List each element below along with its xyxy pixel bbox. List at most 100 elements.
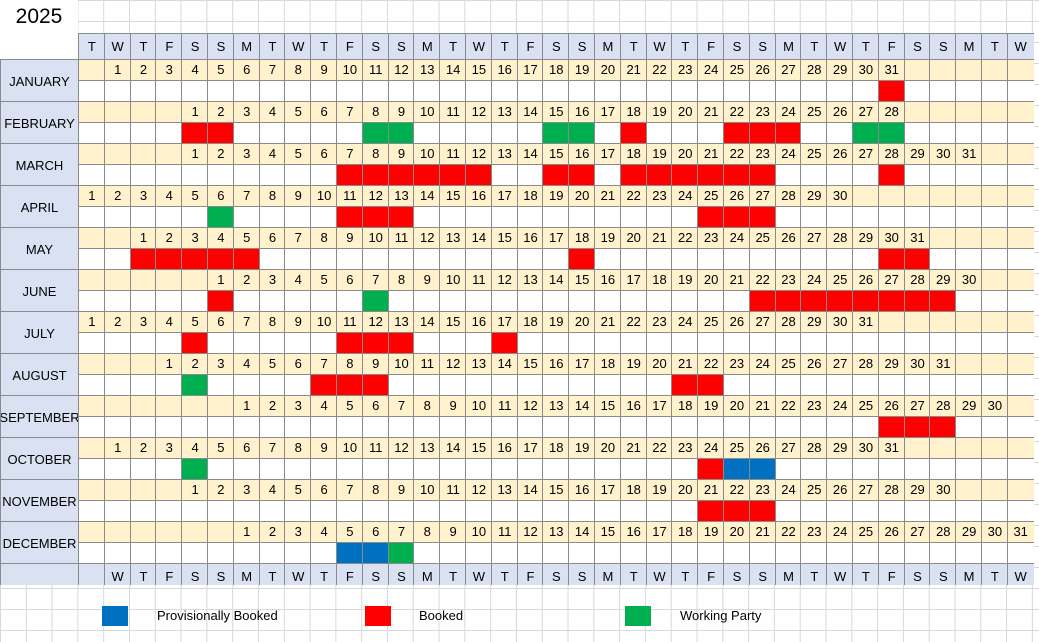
empty-status-cell: [955, 332, 982, 354]
empty-status-cell: [129, 122, 157, 144]
date-cell: 14: [568, 521, 595, 543]
status-cell: [284, 332, 312, 354]
booked-label: Booked: [419, 608, 464, 623]
status-cell: [361, 80, 389, 102]
status-cell: [284, 542, 312, 564]
date-cell: 1: [103, 437, 131, 459]
date-cell: 6: [284, 353, 312, 375]
date-cell: 1: [181, 101, 208, 123]
date-cell: 12: [490, 269, 518, 291]
date-cell: 24: [671, 185, 699, 207]
status-cell: [465, 416, 492, 438]
date-cell: 10: [413, 143, 441, 165]
status-cell: [439, 458, 466, 480]
empty-date-cell: [981, 227, 1008, 249]
status-cell: [155, 80, 183, 102]
grid-corner: [0, 33, 78, 59]
empty-status-cell: [1006, 374, 1034, 396]
date-cell: 2: [129, 437, 157, 459]
empty-status-cell: [155, 500, 183, 522]
empty-date-cell: [103, 479, 131, 501]
empty-status-cell: [103, 416, 131, 438]
booked-cell: [336, 164, 363, 186]
date-cell: 19: [671, 269, 699, 291]
status-cell: [439, 374, 466, 396]
date-cell: 1: [78, 185, 105, 207]
status-cell: [465, 458, 492, 480]
status-cell: [155, 332, 183, 354]
date-cell: 20: [594, 437, 621, 459]
date-cell: 27: [826, 353, 853, 375]
date-cell: 16: [490, 437, 518, 459]
status-cell: [800, 80, 828, 102]
status-cell: [181, 500, 208, 522]
status-cell: [645, 248, 673, 270]
weekday-header-cell: M: [955, 33, 982, 60]
status-cell: [207, 374, 234, 396]
date-cell: 16: [619, 521, 647, 543]
status-cell: [852, 542, 879, 564]
date-cell: 23: [697, 227, 724, 249]
date-cell: 28: [800, 437, 828, 459]
status-cell: [490, 542, 518, 564]
empty-date-cell: [155, 143, 183, 165]
weekday-footer-cell: F: [155, 563, 183, 585]
date-cell: 17: [594, 143, 621, 165]
date-cell: 23: [723, 353, 750, 375]
date-cell: 3: [258, 269, 286, 291]
status-cell: [645, 500, 673, 522]
date-cell: 28: [877, 101, 905, 123]
empty-status-cell: [903, 122, 931, 144]
date-cell: 17: [516, 59, 544, 81]
status-cell: [516, 122, 544, 144]
status-cell: [697, 416, 724, 438]
status-cell: [619, 290, 647, 312]
date-cell: 18: [568, 227, 595, 249]
booked-cell: [723, 164, 750, 186]
date-cell: 11: [413, 353, 441, 375]
date-cell: 27: [877, 269, 905, 291]
date-cell: 15: [439, 311, 466, 333]
date-cell: 24: [723, 227, 750, 249]
date-cell: 30: [826, 185, 853, 207]
empty-date-cell: [929, 101, 957, 123]
date-cell: 8: [413, 521, 441, 543]
weekday-header-cell: T: [129, 33, 157, 60]
date-cell: 21: [619, 437, 647, 459]
date-cell: 3: [284, 395, 312, 417]
status-cell: [439, 500, 466, 522]
date-cell: 14: [516, 143, 544, 165]
empty-date-cell: [903, 59, 931, 81]
status-cell: [103, 332, 131, 354]
status-cell: [284, 122, 312, 144]
status-cell: [903, 374, 931, 396]
status-cell: [697, 542, 724, 564]
date-cell: 1: [232, 395, 260, 417]
year-title: 2025: [0, 0, 78, 33]
status-cell: [594, 416, 621, 438]
weekday-header-cell: W: [645, 33, 673, 60]
date-cell: 18: [542, 437, 570, 459]
booked-cell: [568, 164, 595, 186]
status-cell: [852, 458, 879, 480]
empty-status-cell: [103, 290, 131, 312]
booked-cell: [697, 164, 724, 186]
weekday-header-cell: W: [103, 33, 131, 60]
weekday-header-cell: T: [439, 33, 466, 60]
booked-cell: [361, 206, 389, 228]
date-cell: 2: [207, 479, 234, 501]
date-cell: 21: [594, 185, 621, 207]
empty-status-cell: [129, 290, 157, 312]
weekday-footer-cell: T: [619, 563, 647, 585]
empty-date-cell: [929, 185, 957, 207]
status-cell: [413, 458, 441, 480]
status-cell: [774, 248, 802, 270]
status-cell: [619, 416, 647, 438]
empty-date-cell: [981, 185, 1008, 207]
weekday-footer-cell: S: [361, 563, 389, 585]
date-cell: 9: [336, 227, 363, 249]
status-cell: [594, 332, 621, 354]
weekday-footer-cell: F: [516, 563, 544, 585]
date-cell: 9: [310, 59, 337, 81]
weekday-footer-cell: M: [413, 563, 441, 585]
